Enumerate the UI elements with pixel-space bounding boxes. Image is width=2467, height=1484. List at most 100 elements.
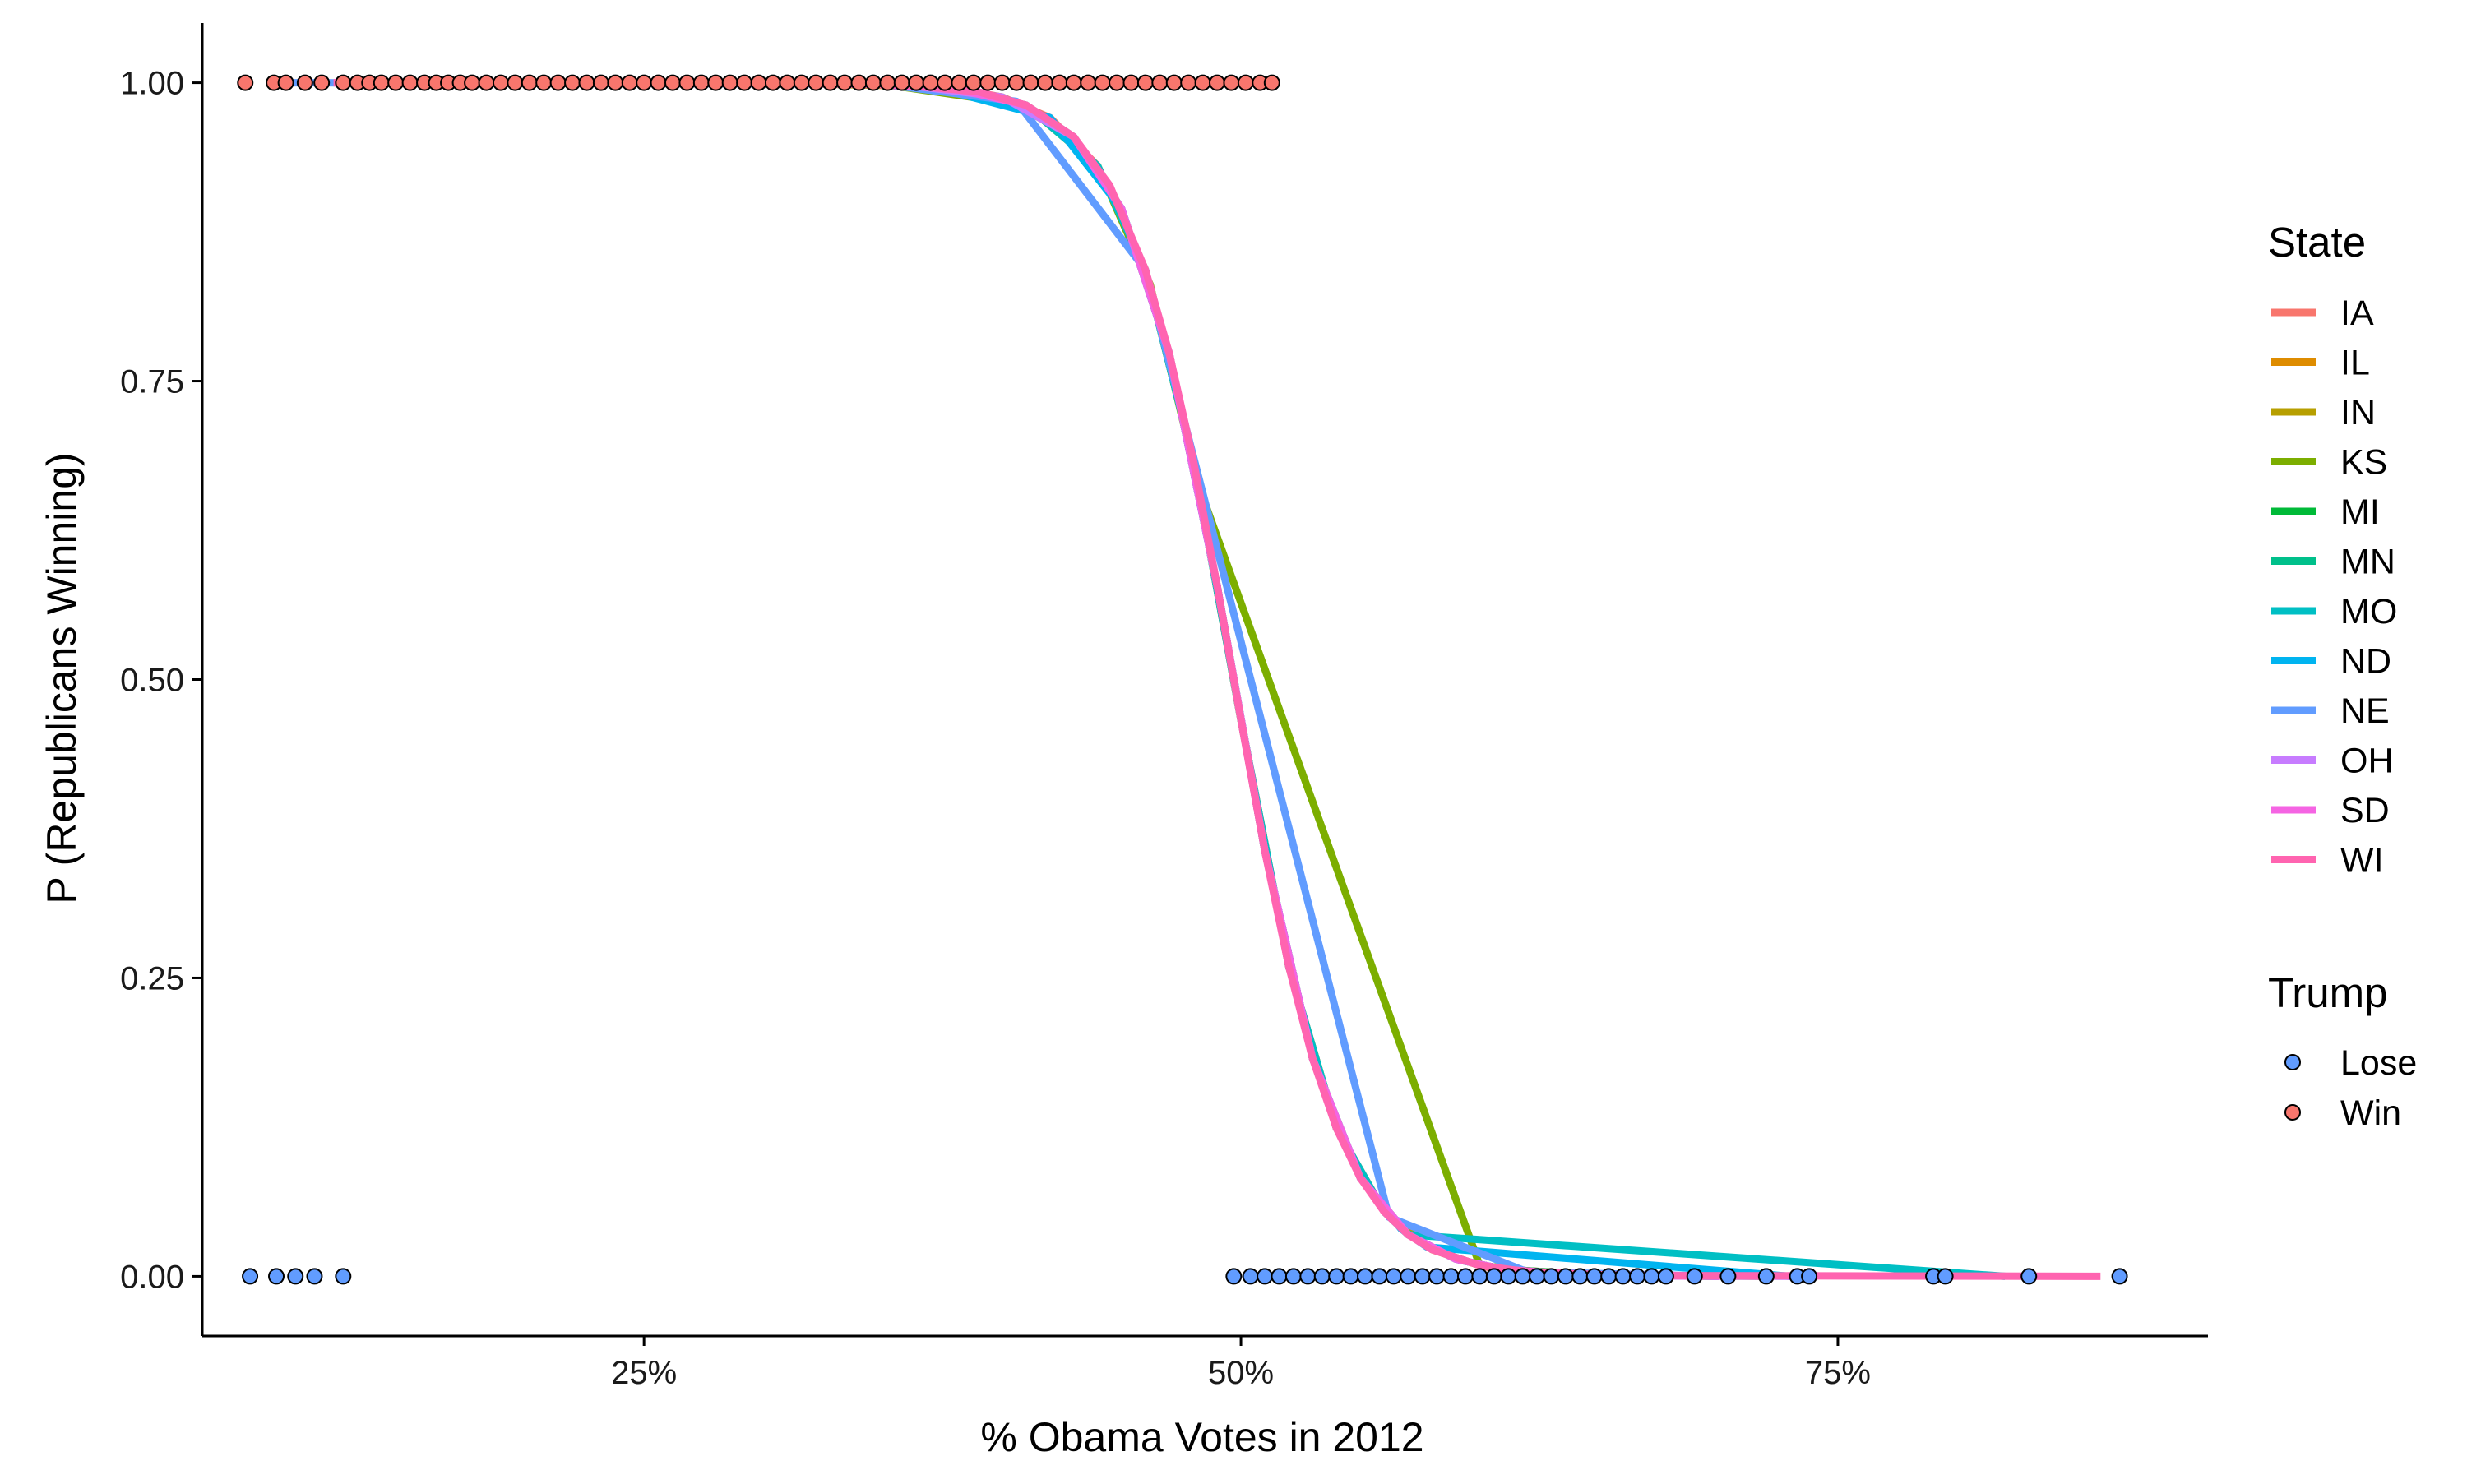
win-point <box>1008 74 1025 91</box>
lose-point <box>1937 1268 1954 1285</box>
series-line-ne <box>285 79 1719 1280</box>
y-tick-label: 0.50 <box>120 663 184 699</box>
lose-point <box>1284 1268 1302 1285</box>
lose-point <box>1686 1268 1703 1285</box>
lose-point <box>1585 1268 1603 1285</box>
lose-point <box>1257 1268 1274 1285</box>
lose-point <box>1600 1268 1618 1285</box>
win-point <box>1094 74 1111 91</box>
win-point <box>779 74 796 91</box>
lose-point <box>306 1268 323 1285</box>
series-line-sd <box>333 79 1719 1280</box>
win-point <box>1109 74 1126 91</box>
win-point <box>401 74 419 91</box>
win-point <box>1065 74 1082 91</box>
series-line-oh <box>763 79 1814 1280</box>
fit-lines <box>285 79 2101 1280</box>
win-point <box>464 74 481 91</box>
win-point <box>387 74 405 91</box>
win-point <box>1122 74 1140 91</box>
win-point <box>678 74 696 91</box>
state-legend-label: IN <box>2340 393 2376 432</box>
x-axis-title: % Obama Votes in 2012 <box>980 1414 1423 1460</box>
lose-point <box>287 1268 304 1285</box>
win-point <box>507 74 524 91</box>
win-point <box>492 74 509 91</box>
y-tick-label: 0.75 <box>120 364 184 400</box>
lose-point <box>1442 1268 1460 1285</box>
win-point <box>822 74 839 91</box>
win-point <box>607 74 624 91</box>
lose-point <box>1614 1268 1632 1285</box>
series-line-mo <box>905 81 2006 1280</box>
lose-point <box>1485 1268 1502 1285</box>
win-point <box>277 74 294 91</box>
state-legend-label: SD <box>2340 791 2390 830</box>
win-point <box>1237 74 1254 91</box>
y-tick-label: 0.00 <box>120 1259 184 1295</box>
state-legend-title: State <box>2268 219 2366 266</box>
win-point <box>808 74 825 91</box>
win-point <box>636 74 653 91</box>
state-legend-label: WI <box>2340 841 2384 881</box>
win-point <box>1263 74 1280 91</box>
state-legend-label: IA <box>2340 294 2374 333</box>
y-tick-label: 0.25 <box>120 960 184 996</box>
lose-point <box>1299 1268 1317 1285</box>
x-tick-label: 50% <box>1208 1355 1274 1391</box>
lose-point <box>2111 1268 2128 1285</box>
state-legend-label: MO <box>2340 592 2397 631</box>
win-point <box>592 74 609 91</box>
win-point <box>535 74 553 91</box>
win-point <box>965 74 982 91</box>
lose-point <box>1225 1268 1243 1285</box>
win-point <box>937 74 954 91</box>
lose-point <box>1242 1268 1259 1285</box>
win-point <box>621 74 638 91</box>
win-point <box>836 74 854 91</box>
axes: 0.00 0.25 0.50 0.75 1.00 25% 50% 75% <box>120 23 2208 1391</box>
win-point <box>335 74 352 91</box>
win-point <box>521 74 538 91</box>
lose-point <box>1371 1268 1388 1285</box>
lose-point <box>1385 1268 1402 1285</box>
lose-point <box>2020 1268 2038 1285</box>
state-legend-label: IL <box>2340 344 2370 383</box>
lose-point <box>1456 1268 1474 1285</box>
lose-point <box>1357 1268 1374 1285</box>
trump-legend-key <box>2284 1054 2301 1070</box>
lose-point <box>1757 1268 1775 1285</box>
lose-point <box>1328 1268 1345 1285</box>
series-line-wi <box>333 79 2101 1280</box>
lose-point <box>1400 1268 1417 1285</box>
win-point <box>296 74 313 91</box>
win-point <box>1036 74 1053 91</box>
win-point <box>1136 74 1154 91</box>
lose-point <box>1313 1268 1331 1285</box>
win-point <box>549 74 567 91</box>
lose-point <box>1571 1268 1589 1285</box>
win-point <box>908 74 925 91</box>
lose-point <box>242 1268 259 1285</box>
win-point <box>692 74 710 91</box>
win-point <box>373 74 390 91</box>
lose-point <box>1514 1268 1531 1285</box>
x-tick-label: 25% <box>611 1355 677 1391</box>
lose-point <box>1428 1268 1446 1285</box>
win-point <box>793 74 810 91</box>
trump-legend-key <box>2284 1104 2301 1121</box>
win-point <box>850 74 868 91</box>
data-points <box>237 74 2128 1285</box>
series-line-ia <box>953 85 1529 1280</box>
win-point <box>721 74 738 91</box>
win-point <box>564 74 581 91</box>
win-point <box>864 74 882 91</box>
win-point <box>993 74 1011 91</box>
lose-point <box>1543 1268 1560 1285</box>
x-tick-label: 75% <box>1805 1355 1871 1391</box>
lose-point <box>1500 1268 1517 1285</box>
lose-point <box>1342 1268 1359 1285</box>
win-point <box>1223 74 1240 91</box>
trump-legend-title: Trump <box>2268 969 2387 1016</box>
